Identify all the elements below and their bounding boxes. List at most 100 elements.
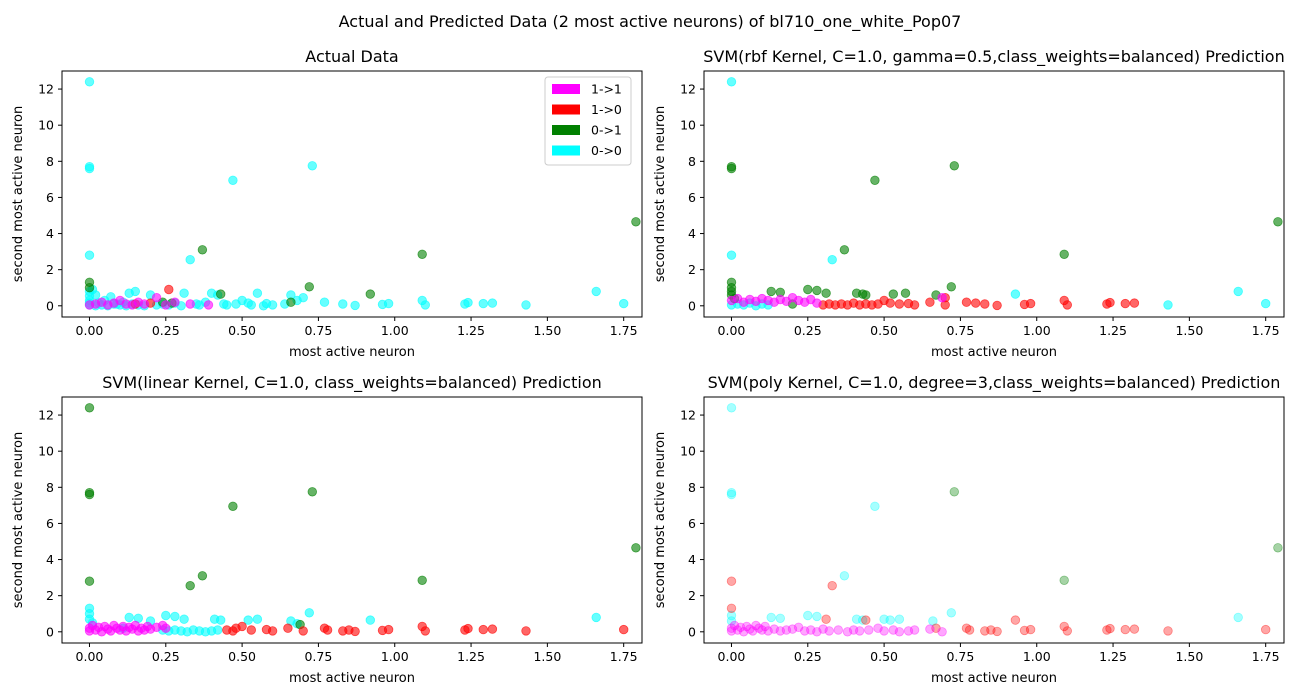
data-point [1062,626,1073,636]
y-tick-label: 8 [46,480,54,495]
x-axis-label: most active neuron [289,671,415,686]
subplot-title: Actual Data [305,47,398,66]
x-tick-label: 0.00 [718,323,746,338]
y-tick-label: 10 [38,118,54,133]
data-point [1059,575,1069,586]
data-point [170,611,180,622]
data-point [827,581,837,591]
y-tick-label: 4 [688,226,696,241]
y-tick-label: 2 [46,588,54,603]
legend-label: 1->1 [591,82,622,97]
data-point [818,624,828,634]
data-point [763,626,773,636]
data-point [365,289,376,299]
data-point [900,288,911,298]
y-tick-label: 12 [680,82,696,97]
x-tick-label: 0.25 [152,649,180,664]
y-tick-label: 12 [38,408,54,423]
data-point [726,163,737,174]
data-point [307,161,318,171]
data-point [286,297,296,307]
subplot-title: SVM(rbf Kernel, C=1.0, gamma=0.5,class_w… [703,47,1284,67]
data-point [1019,299,1030,310]
y-tick-label: 10 [38,444,54,459]
data-point [417,621,427,632]
data-point [766,286,776,297]
data-point [215,289,226,299]
data-point [170,297,180,307]
data-point [139,299,150,309]
data-point [1120,624,1131,635]
data-point [252,288,263,298]
x-tick-label: 1.25 [1099,323,1127,338]
data-point [84,77,95,87]
data-point [261,624,272,635]
x-tick-label: 1.00 [381,649,409,664]
legend-swatch [552,125,580,135]
data-point [851,614,862,624]
x-tick-label: 0.25 [794,323,822,338]
data-point [861,615,871,625]
data-point [870,501,880,512]
data-point [894,627,905,637]
data-point [858,615,868,625]
y-tick-label: 0 [46,624,54,639]
data-point [631,543,641,553]
data-point [460,625,470,635]
x-tick-label: 1.50 [1175,649,1203,664]
data-point [775,626,786,636]
data-point [839,571,850,581]
data-point [84,283,95,293]
subplot-title: SVM(linear Kernel, C=1.0, class_weights=… [102,373,602,393]
y-tick-label: 0 [688,624,696,639]
data-point [848,625,859,635]
data-point [812,627,822,637]
data-point [487,298,498,308]
data-point [1273,543,1283,553]
data-point [478,298,489,309]
data-point [745,624,755,634]
data-point [161,300,171,310]
data-point [203,300,214,310]
data-point [885,615,895,625]
data-point [726,488,737,498]
data-point [800,626,810,636]
y-tick-label: 2 [688,262,696,277]
scatter-points [726,77,1283,311]
data-point [283,623,293,633]
data-point [84,163,95,174]
data-point [1019,625,1030,636]
data-point [726,576,737,586]
data-point [350,300,360,311]
data-point [726,403,737,413]
data-point [946,608,957,618]
data-point [377,299,388,310]
data-point [821,614,831,624]
data-point [842,627,853,637]
data-point [894,299,905,309]
data-point [735,622,746,633]
legend-swatch [552,84,580,94]
legend-swatch [552,145,580,156]
scatter-points [726,403,1283,637]
data-point [760,621,770,632]
data-point [888,625,899,635]
data-point [742,621,752,632]
y-axis-label: second most active neuron [653,432,668,609]
data-point [992,626,1002,637]
data-point [726,250,737,260]
scatter-points [84,403,641,637]
x-tick-label: 1.25 [457,649,485,664]
data-point [980,626,990,636]
data-point [928,616,938,626]
data-point [197,571,208,581]
data-point [726,603,737,614]
x-tick-label: 0.75 [946,323,974,338]
plot-frame [703,396,1285,644]
data-point [194,300,205,310]
data-point [1120,298,1131,309]
data-point [84,489,95,500]
data-point [937,293,947,303]
y-tick-label: 2 [688,588,696,603]
data-point [946,282,957,292]
